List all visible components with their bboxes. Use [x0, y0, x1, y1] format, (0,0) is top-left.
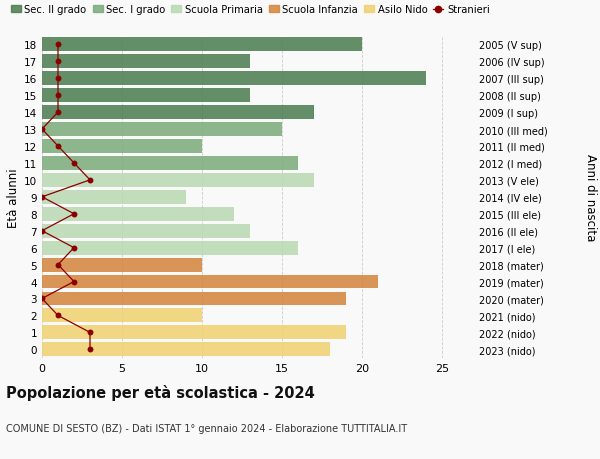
Bar	[42, 224, 250, 238]
Point	[69, 160, 79, 167]
Point	[53, 261, 63, 269]
Bar	[42, 258, 202, 272]
Bar	[42, 326, 346, 340]
Bar	[42, 275, 378, 289]
Bar	[42, 207, 234, 221]
Text: Anni di nascita: Anni di nascita	[584, 154, 597, 241]
Point	[37, 295, 47, 302]
Point	[53, 75, 63, 83]
Point	[53, 58, 63, 66]
Point	[37, 194, 47, 201]
Bar	[42, 89, 250, 103]
Bar	[42, 106, 314, 120]
Y-axis label: Età alunni: Età alunni	[7, 168, 20, 227]
Bar	[42, 55, 250, 69]
Point	[53, 109, 63, 117]
Bar	[42, 38, 362, 52]
Bar	[42, 140, 202, 154]
Legend: Sec. II grado, Sec. I grado, Scuola Primaria, Scuola Infanzia, Asilo Nido, Stran: Sec. II grado, Sec. I grado, Scuola Prim…	[11, 5, 490, 15]
Point	[69, 245, 79, 252]
Bar	[42, 292, 346, 306]
Bar	[42, 72, 426, 86]
Bar	[42, 309, 202, 323]
Text: Popolazione per età scolastica - 2024: Popolazione per età scolastica - 2024	[6, 384, 315, 400]
Bar	[42, 157, 298, 170]
Bar	[42, 342, 330, 357]
Bar	[42, 241, 298, 255]
Bar	[42, 190, 186, 204]
Point	[69, 278, 79, 285]
Point	[37, 126, 47, 134]
Text: COMUNE DI SESTO (BZ) - Dati ISTAT 1° gennaio 2024 - Elaborazione TUTTITALIA.IT: COMUNE DI SESTO (BZ) - Dati ISTAT 1° gen…	[6, 424, 407, 433]
Bar	[42, 123, 282, 137]
Point	[53, 143, 63, 150]
Point	[69, 211, 79, 218]
Point	[85, 177, 95, 184]
Point	[85, 346, 95, 353]
Point	[53, 312, 63, 319]
Point	[37, 228, 47, 235]
Point	[85, 329, 95, 336]
Point	[53, 92, 63, 100]
Point	[53, 41, 63, 49]
Bar	[42, 174, 314, 187]
